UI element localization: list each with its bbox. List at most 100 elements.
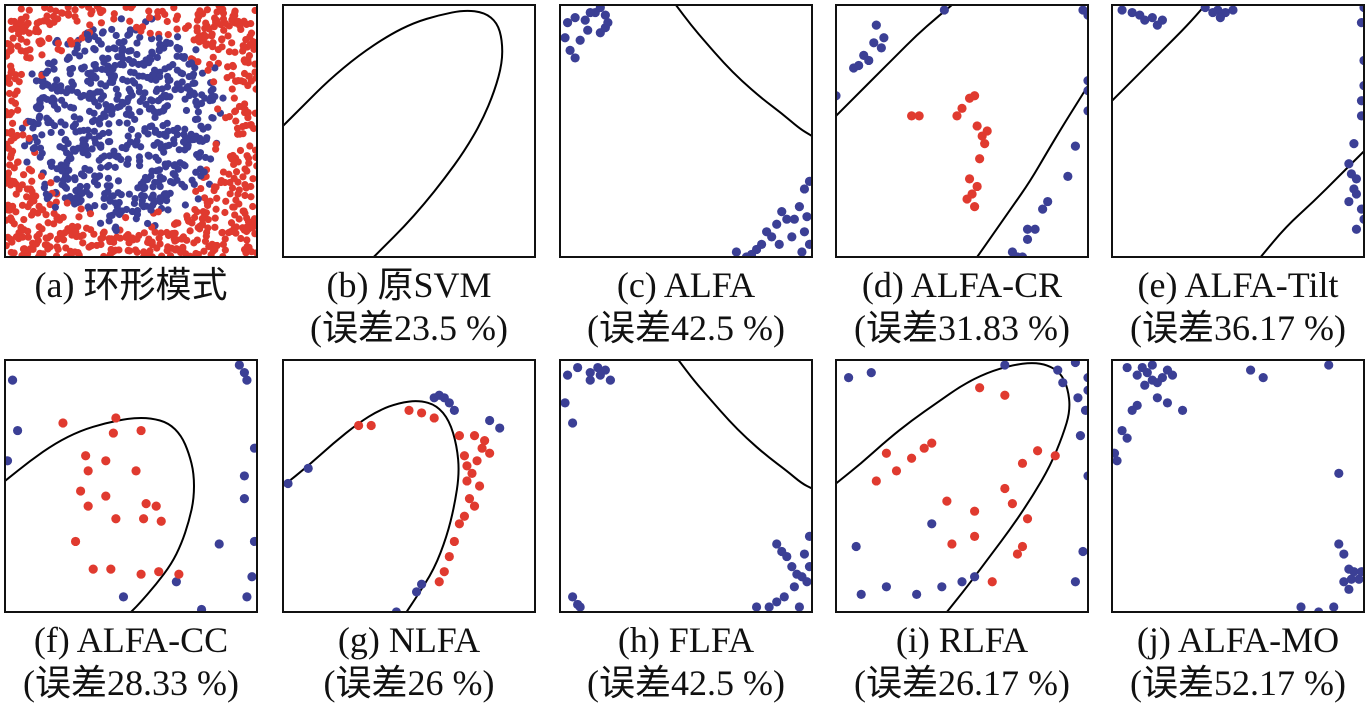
ring-point [78, 34, 86, 42]
blue-point [1043, 196, 1053, 207]
panel-caption: (f) ALFA-CC [34, 620, 228, 660]
blue-point [1356, 111, 1364, 121]
ring-point [146, 29, 154, 37]
ring-point [171, 246, 179, 254]
ring-point [5, 89, 14, 98]
ring-point [78, 170, 86, 178]
blue-point [1147, 13, 1157, 23]
ring-point [125, 105, 133, 113]
blue-point [1157, 15, 1167, 25]
ring-point [88, 7, 96, 15]
blue-point [731, 247, 742, 257]
ring-point [184, 22, 192, 30]
blue-point [1127, 7, 1137, 18]
blue-point [1359, 214, 1364, 224]
ring-point [198, 214, 206, 223]
ring-point [73, 88, 82, 97]
ring-point [27, 167, 36, 175]
ring-point [69, 122, 78, 130]
blue-point [1344, 584, 1354, 594]
ring-point [252, 153, 257, 161]
ring-point [124, 31, 132, 39]
ring-point [162, 190, 170, 198]
ring-point [228, 184, 237, 192]
red-point [919, 443, 929, 453]
ring-point [99, 54, 107, 62]
ring-point [31, 133, 39, 142]
blue-point [799, 227, 810, 237]
red-point [1007, 499, 1018, 509]
ring-point [133, 50, 141, 59]
red-point [141, 499, 151, 509]
red-point [444, 551, 454, 562]
ring-point [186, 227, 194, 235]
ring-point [163, 83, 172, 91]
blue-point [562, 370, 573, 380]
ring-point [140, 229, 148, 237]
ring-point [11, 90, 19, 99]
ring-point [213, 194, 221, 202]
ring-point [17, 35, 25, 43]
ring-point [5, 176, 12, 184]
red-point [174, 569, 184, 579]
ring-point [171, 161, 179, 169]
ring-point [38, 51, 46, 59]
ring-point [134, 184, 142, 192]
ring-point [21, 48, 30, 56]
ring-point [102, 65, 110, 74]
ring-point [106, 238, 114, 246]
ring-point [181, 95, 189, 103]
ring-point [72, 146, 80, 154]
ring-point [239, 47, 247, 55]
ring-point [96, 219, 105, 227]
blue-point [13, 425, 23, 436]
ring-point [26, 118, 34, 126]
ring-point [47, 128, 55, 137]
ring-point [91, 201, 99, 210]
panel-8: (i) RLFA(误差26.17 %) [835, 359, 1089, 703]
ring-point [252, 85, 257, 93]
ring-point [44, 219, 52, 227]
ring-point [68, 40, 76, 48]
blue-point [804, 531, 812, 541]
ring-point [137, 143, 145, 151]
blue-point [777, 207, 787, 217]
blue-point [7, 375, 18, 385]
ring-point [108, 25, 116, 34]
ring-point [150, 198, 158, 207]
ring-point [62, 184, 71, 192]
blue-point [794, 202, 805, 212]
blue-point [1339, 577, 1349, 587]
blue-point [568, 592, 578, 602]
ring-point [87, 79, 95, 87]
ring-point [24, 233, 32, 241]
panel-0: (a) 环形模式 [4, 4, 258, 305]
ring-point [107, 245, 115, 254]
ring-point [153, 85, 161, 93]
ring-point [163, 197, 171, 205]
blue-point [741, 252, 752, 257]
panel-frame [4, 359, 258, 613]
blue-point [242, 375, 252, 385]
ring-point [63, 158, 71, 166]
ring-point [242, 121, 250, 130]
ring-point [240, 56, 248, 65]
ring-point [52, 252, 61, 257]
ring-point [194, 195, 202, 203]
ring-point [10, 249, 18, 257]
blue-point [1324, 360, 1334, 370]
ring-point [166, 39, 174, 47]
blue-point [1359, 5, 1364, 13]
red-point [404, 405, 414, 415]
blue-point [600, 10, 610, 20]
blue-point [1356, 204, 1364, 214]
blue-point [1083, 86, 1088, 96]
ring-point [166, 252, 175, 257]
ring-point [26, 54, 34, 62]
ring-point [166, 76, 174, 84]
ring-point [61, 101, 69, 109]
ring-point [104, 174, 113, 182]
panel-plot-area [560, 360, 812, 612]
ring-point [44, 59, 52, 67]
blue-point [249, 536, 257, 547]
